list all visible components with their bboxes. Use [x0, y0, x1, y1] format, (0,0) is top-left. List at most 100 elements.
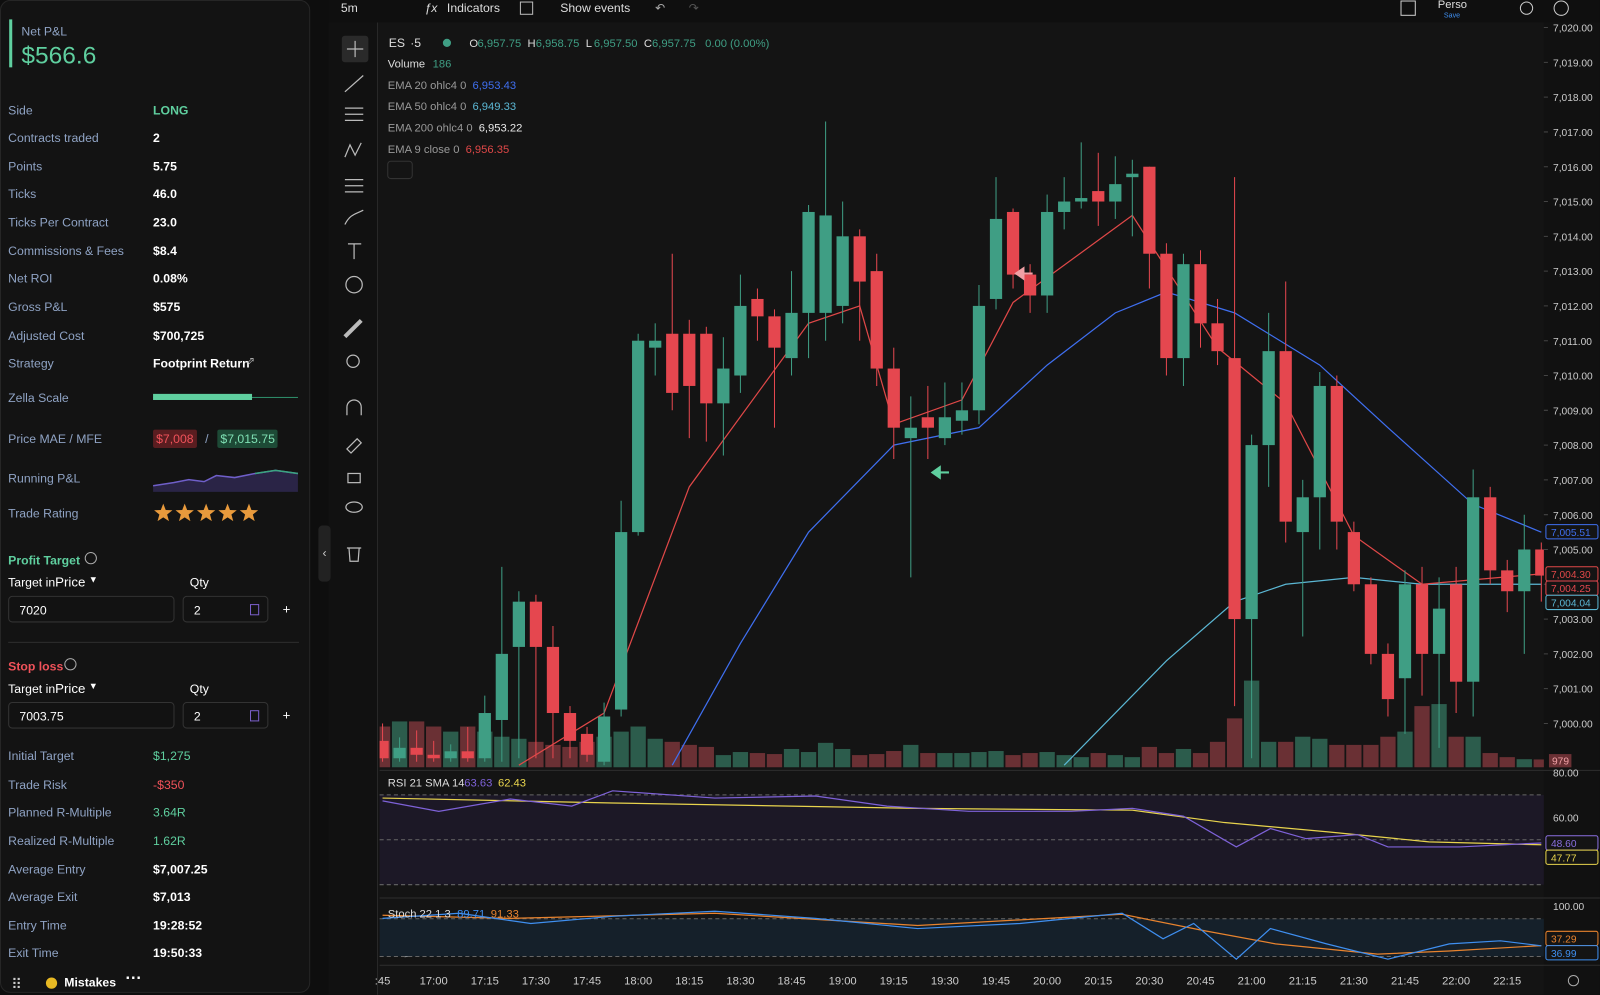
apps-icon[interactable]: ⠿	[11, 975, 22, 992]
rsi-label: RSI 21 SMA 14	[388, 778, 465, 790]
plus[interactable]: +	[282, 707, 291, 723]
tool-lock-draw[interactable]	[346, 437, 363, 454]
result-value: -$350	[153, 777, 185, 792]
collapse-legend[interactable]	[387, 160, 413, 180]
axis-marker	[1545, 594, 1599, 611]
candle-body	[887, 368, 900, 428]
layout-name[interactable]: Perso	[1438, 0, 1467, 11]
candle-body	[853, 236, 866, 282]
candle-body	[1211, 323, 1224, 352]
interval[interactable]: 5m	[341, 1, 358, 15]
tool-magnet[interactable]	[346, 399, 362, 416]
volume-bar	[1397, 731, 1413, 768]
volume-marker: 979	[1552, 756, 1569, 767]
volume-label: Volume	[388, 58, 425, 70]
ema-label: EMA 20 ohlc4 0	[388, 80, 467, 92]
candle-body	[1262, 351, 1275, 446]
axis-marker	[1545, 945, 1599, 961]
more[interactable]: ···	[125, 970, 142, 988]
stat-label: Ticks	[8, 186, 37, 202]
price-tick-label: 7,018.00	[1553, 93, 1593, 104]
tool-lock[interactable]	[347, 472, 361, 484]
rsi-sma-line	[382, 797, 1542, 846]
volume-marker-bg	[1548, 754, 1572, 768]
indicators[interactable]: Indicators	[447, 1, 500, 15]
tool-trash[interactable]	[346, 547, 362, 562]
mistakes[interactable]: Mistakes	[64, 975, 117, 990]
tool-brush[interactable]	[344, 209, 364, 225]
mode[interactable]: Price	[55, 574, 86, 590]
axis-marker-label: 7,004.25	[1551, 584, 1591, 595]
settings-icon[interactable]	[1553, 0, 1569, 16]
volume-bar	[1295, 736, 1311, 768]
show-events[interactable]: Show events	[560, 1, 630, 15]
volume-bar	[1482, 753, 1498, 768]
volume-bar	[749, 753, 766, 768]
collapse-handle[interactable]	[318, 525, 331, 582]
tool-pattern[interactable]	[344, 142, 362, 158]
tool-emoji[interactable]	[345, 275, 363, 294]
rsi-tick-label: 60.00	[1553, 813, 1579, 824]
save[interactable]: Save	[1444, 11, 1460, 19]
qty-input[interactable]: 2	[182, 595, 269, 623]
price-input[interactable]: 7003.75	[8, 702, 175, 729]
axis-settings[interactable]	[1567, 974, 1580, 987]
result-label: Trade Risk	[8, 777, 67, 792]
result-value: 19:28:52	[153, 918, 203, 933]
time-label: 17:45	[573, 976, 601, 988]
search-icon[interactable]	[1519, 1, 1534, 15]
candle-body	[1109, 184, 1122, 202]
divider	[8, 641, 299, 643]
volume-bar	[988, 751, 1004, 768]
redo[interactable]: ↷	[689, 1, 699, 15]
layout-icon[interactable]	[1400, 0, 1416, 16]
stat-label: Contracts traded	[8, 130, 99, 145]
ema-value: 6,956.35	[466, 144, 510, 156]
trade-panel: Net P&L $566.6 Side LONG Contracts traded 2…	[0, 0, 311, 993]
legend: ES ·5 O 6,957.75 H 6,958.75 L 6,957.50 C 6,957.75…	[388, 36, 770, 156]
qty-input[interactable]: 2	[182, 702, 269, 729]
tool-zoom[interactable]	[346, 354, 360, 368]
tool-ruler[interactable]	[343, 318, 363, 339]
axis-marker	[1545, 849, 1599, 865]
ema-value: 6,953.22	[479, 123, 523, 135]
candle-body	[1160, 253, 1173, 359]
tool-fib[interactable]	[344, 107, 364, 122]
tool-text[interactable]	[347, 243, 362, 260]
running-sparkline	[153, 469, 298, 492]
mode[interactable]: Price	[55, 680, 86, 696]
time-label: 21:15	[1289, 976, 1317, 988]
result-label: Average Entry	[8, 862, 86, 877]
volume-bar	[1261, 741, 1277, 768]
time-label: 17:15	[471, 976, 499, 988]
volume-bar	[1516, 759, 1532, 768]
stat-value: 2	[153, 130, 160, 145]
candle-body	[649, 340, 662, 348]
candle-body	[1177, 264, 1190, 359]
result-value: 1.62R	[153, 833, 186, 848]
price-tick-label: 7,010.00	[1553, 372, 1593, 383]
candle-body	[1279, 351, 1292, 522]
tool-cross[interactable]	[346, 40, 364, 58]
candle-body	[802, 211, 815, 313]
ohlc-value: 6,957.75	[652, 38, 696, 50]
templates-icon[interactable]	[519, 1, 534, 15]
net-pnl: $566.6	[21, 41, 97, 70]
price-tick-label: 7,014.00	[1553, 232, 1593, 243]
candle-body	[1313, 385, 1326, 498]
candle-body	[1143, 166, 1156, 254]
ema-label: EMA 200 ohlc4 0	[388, 123, 473, 135]
result-value: $7,013	[153, 889, 191, 905]
tool-line[interactable]	[344, 75, 364, 93]
volume-bar	[1192, 753, 1209, 768]
candle-body	[904, 427, 917, 439]
price-tick-label: 7,017.00	[1553, 128, 1593, 139]
tool-eye[interactable]	[345, 501, 363, 513]
price-input[interactable]: 7020	[8, 595, 175, 623]
ema-label: EMA 50 ohlc4 0	[388, 101, 467, 113]
tool-forecast[interactable]	[344, 178, 364, 193]
axis-marker-label: 7,004.04	[1551, 598, 1591, 609]
undo[interactable]: ↶	[655, 1, 665, 15]
plus[interactable]: +	[282, 601, 291, 617]
candle-body	[836, 236, 849, 306]
